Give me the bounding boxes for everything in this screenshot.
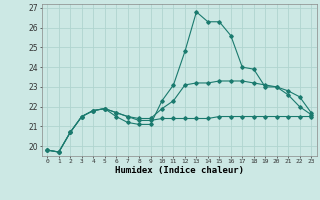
X-axis label: Humidex (Indice chaleur): Humidex (Indice chaleur) bbox=[115, 166, 244, 175]
